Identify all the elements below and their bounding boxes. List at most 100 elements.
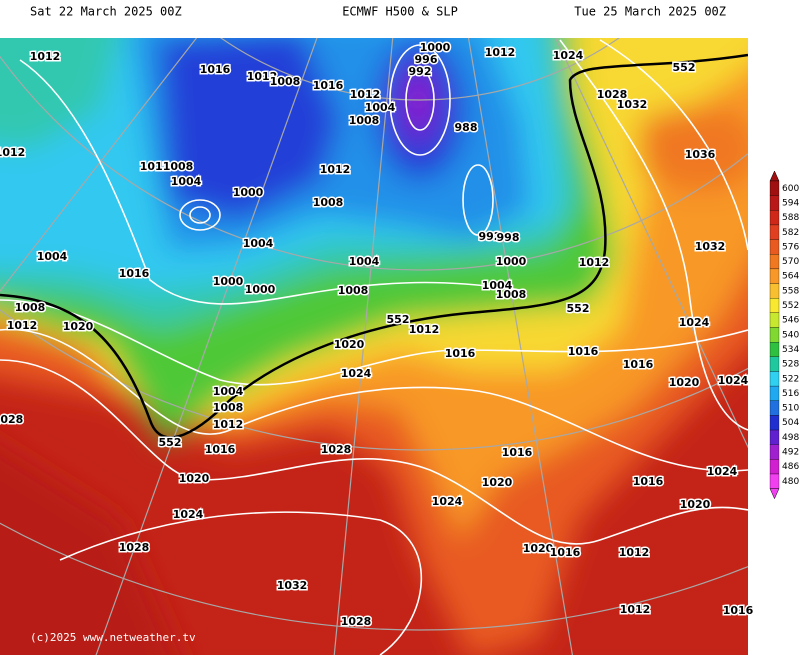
- isobar-label: 1012: [409, 323, 440, 336]
- colorbar-swatch: [769, 341, 780, 357]
- isobar-label: 1004: [243, 237, 274, 250]
- colorbar-swatch: [769, 444, 780, 460]
- colorbar-swatch: [769, 385, 780, 401]
- isobar-label: 992: [409, 65, 432, 78]
- isobar-label: 1004: [37, 250, 68, 263]
- isobar-label: 1028: [0, 413, 23, 426]
- isobar-label: 1012: [30, 50, 61, 63]
- colorbar-label: 558: [782, 286, 799, 296]
- colorbar-swatch: [769, 180, 780, 196]
- colorbar-label: 552: [782, 301, 799, 311]
- isobar-label: 1016: [313, 79, 344, 92]
- isobar-label: 996: [415, 53, 438, 66]
- colorbar-swatch: [769, 371, 780, 387]
- colorbar-swatch: [769, 400, 780, 416]
- isobar-label: 1000: [213, 275, 244, 288]
- isobar-label: 1012: [350, 88, 381, 101]
- isobar-label: 1004: [365, 101, 396, 114]
- colorbar-label: 546: [782, 316, 799, 326]
- isobar-label: 1016: [502, 446, 533, 459]
- isobar-label: 1024: [173, 508, 204, 521]
- colorbar-label: 588: [782, 213, 799, 223]
- isobar-label: 1004: [349, 255, 380, 268]
- isobar-label: 1012: [579, 256, 610, 269]
- isobar-label: 1032: [695, 240, 726, 253]
- colorbar-label: 564: [782, 272, 799, 282]
- colorbar-swatch: [769, 210, 780, 226]
- isobar-label: 1008: [496, 288, 527, 301]
- colorbar-label: 486: [782, 462, 799, 472]
- isobar-label: 552: [567, 302, 590, 315]
- colorbar-swatch: [769, 239, 780, 255]
- colorbar: 600 594 588 582 576 570 564 558 552 546 540 534 528 5…: [769, 170, 799, 500]
- isobar-label: 1012: [213, 418, 244, 431]
- isobar-label: 1016: [200, 63, 231, 76]
- isobar-label: 552: [159, 436, 182, 449]
- isobar-label: 1016: [623, 358, 654, 371]
- isobar-label: 1036: [685, 148, 716, 161]
- isobar-label: 1028: [119, 541, 150, 554]
- colorbar-arrow-top: [769, 170, 780, 182]
- isobar-label: 1012: [140, 160, 171, 173]
- isobar-label: 1012: [320, 163, 351, 176]
- isobar-label: 1016: [445, 347, 476, 360]
- isobar-label: 1012: [0, 146, 25, 159]
- colorbar-swatch: [769, 356, 780, 372]
- isobar-label: 1016: [205, 443, 236, 456]
- colorbar-swatch: [769, 327, 780, 343]
- colorbar-label: 534: [782, 345, 799, 355]
- isobar-label: 998: [497, 231, 520, 244]
- isobar-label: 1016: [723, 604, 754, 617]
- colorbar-label: 540: [782, 330, 799, 340]
- colorbar-swatch: [769, 429, 780, 445]
- isobar-label: 1028: [597, 88, 628, 101]
- colorbar-swatch: [769, 415, 780, 431]
- isobar-label: 1008: [338, 284, 369, 297]
- isobar-label: 1020: [523, 542, 554, 555]
- colorbar-label: 510: [782, 404, 799, 414]
- colorbar-label: 570: [782, 257, 799, 267]
- isobar-label: 1024: [707, 465, 738, 478]
- isobar-label: 1008: [15, 301, 46, 314]
- isobar-label: 1004: [213, 385, 244, 398]
- colorbar-swatch: [769, 459, 780, 475]
- colorbar-label: 504: [782, 418, 799, 428]
- isobar-label: 1016: [568, 345, 599, 358]
- isobar-label: 1008: [270, 75, 301, 88]
- isobar-label: 1004: [482, 279, 513, 292]
- isobar-label: 1024: [553, 49, 584, 62]
- isobar-label: 1020: [669, 376, 700, 389]
- isobar-label: 1012: [619, 546, 650, 559]
- isobar-label: 1024: [718, 374, 749, 387]
- isobar-label: 1008: [313, 196, 344, 209]
- isobars: [0, 39, 748, 655]
- colorbar-swatch: [769, 473, 780, 489]
- isobar-label: 1008: [349, 114, 380, 127]
- colorbar-label: 498: [782, 433, 799, 443]
- isobar-label: 1012: [620, 603, 651, 616]
- colorbar-label: 480: [782, 477, 799, 487]
- isobar-label: 1024: [341, 367, 372, 380]
- isobar-label: 1024: [432, 495, 463, 508]
- isobar-label: 1012: [247, 70, 278, 83]
- isobar-label: 1016: [550, 546, 581, 559]
- isobar-label: 1020: [179, 472, 210, 485]
- isobar-label: 1012: [7, 319, 38, 332]
- colorbar-swatch: [769, 298, 780, 314]
- isobar-label: 1000: [245, 283, 276, 296]
- colorbar-label: 576: [782, 242, 799, 252]
- header-left: Sat 22 March 2025 00Z: [30, 5, 182, 19]
- 552-contour: [0, 53, 748, 439]
- isobar-label: 1000: [496, 255, 527, 268]
- isobar-label: 1008: [163, 160, 194, 173]
- colorbar-label: 582: [782, 228, 799, 238]
- isobar-label: 1000: [233, 186, 264, 199]
- isobar-label: 1020: [63, 320, 94, 333]
- isobar-label: 1032: [617, 98, 648, 111]
- isobar-label: 1012: [485, 46, 516, 59]
